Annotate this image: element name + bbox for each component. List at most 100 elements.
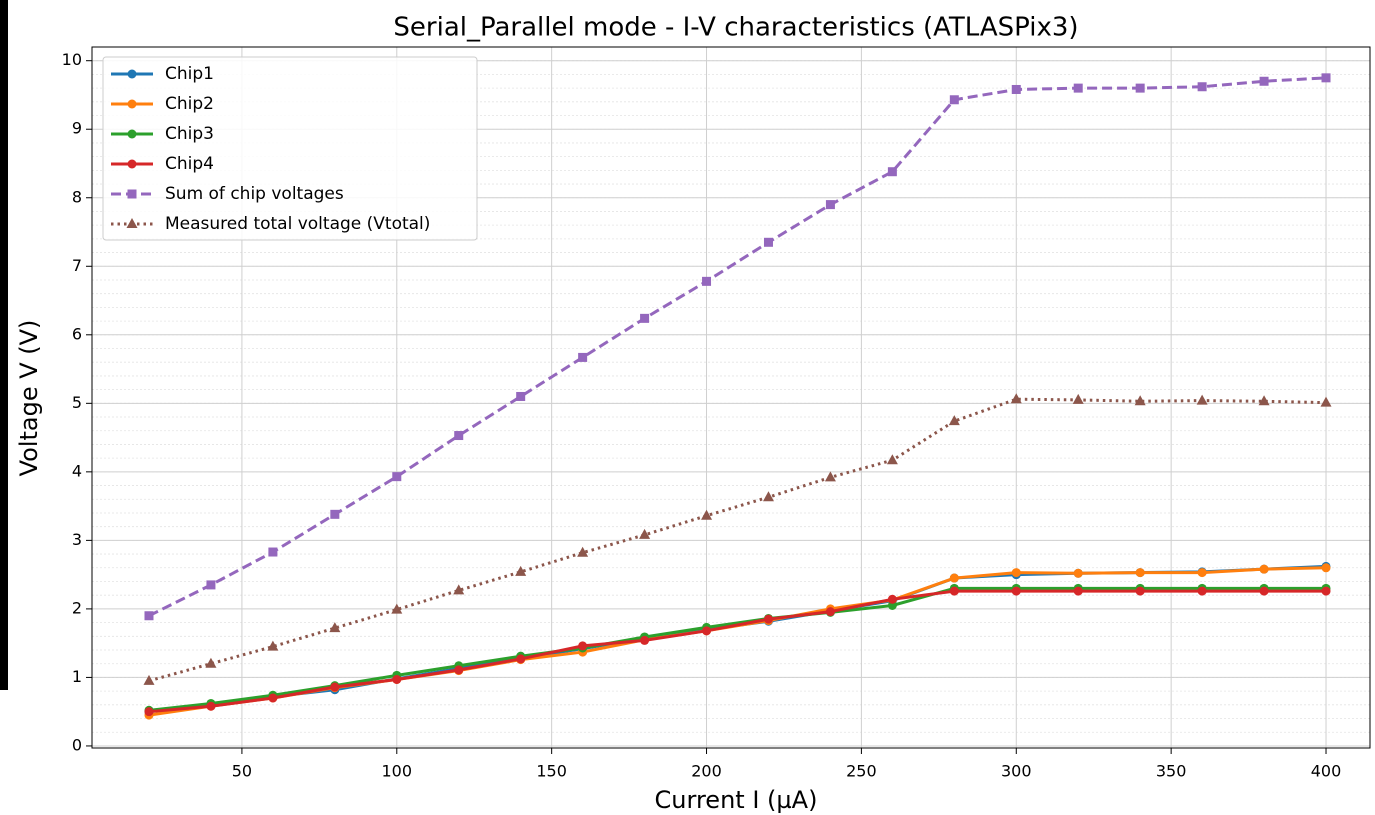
marker xyxy=(949,573,959,583)
x-tick-label: 100 xyxy=(382,762,413,781)
legend-label: Chip2 xyxy=(165,94,214,114)
marker xyxy=(1134,395,1146,406)
x-tick-label: 350 xyxy=(1156,762,1187,781)
marker xyxy=(825,607,835,617)
marker xyxy=(949,95,959,105)
series-line xyxy=(148,397,1327,683)
chart-title: Serial_Parallel mode - I-V characteristi… xyxy=(393,13,1078,43)
marker xyxy=(948,415,960,426)
y-tick-label: 6 xyxy=(72,324,82,343)
x-tick-label: 250 xyxy=(846,762,877,781)
marker xyxy=(329,622,341,633)
marker xyxy=(392,674,402,684)
marker xyxy=(640,313,650,323)
marker xyxy=(1072,393,1084,404)
marker xyxy=(1196,394,1208,405)
x-tick-label: 300 xyxy=(1001,762,1032,781)
marker xyxy=(268,547,278,557)
marker xyxy=(762,491,774,502)
marker xyxy=(1135,83,1145,93)
marker xyxy=(1073,586,1083,596)
marker xyxy=(1259,76,1269,86)
edge-bar xyxy=(0,0,8,690)
marker xyxy=(330,682,340,692)
legend-marker xyxy=(127,159,137,169)
y-tick-label: 3 xyxy=(72,530,82,549)
marker xyxy=(515,565,527,576)
series-line xyxy=(148,586,1327,712)
marker xyxy=(205,657,217,668)
marker xyxy=(639,528,651,539)
marker xyxy=(268,693,278,703)
marker xyxy=(886,454,898,465)
marker xyxy=(143,674,155,685)
marker xyxy=(825,200,835,210)
marker xyxy=(1073,568,1083,578)
legend-marker xyxy=(127,129,137,139)
marker xyxy=(577,546,589,557)
marker xyxy=(454,431,464,441)
y-tick-label: 9 xyxy=(72,119,82,138)
marker xyxy=(887,600,897,610)
marker xyxy=(702,626,712,636)
y-tick-label: 8 xyxy=(72,187,82,206)
x-tick-label: 400 xyxy=(1311,762,1342,781)
marker xyxy=(1197,586,1207,596)
marker xyxy=(516,391,526,401)
marker xyxy=(1259,564,1269,574)
marker xyxy=(206,580,216,590)
marker xyxy=(1259,586,1269,596)
y-tick-label: 0 xyxy=(72,735,82,754)
marker xyxy=(1011,586,1021,596)
marker xyxy=(1321,563,1331,573)
marker xyxy=(887,167,897,177)
y-tick-label: 10 xyxy=(62,50,82,69)
marker xyxy=(1135,586,1145,596)
marker xyxy=(1073,83,1083,93)
y-tick-label: 5 xyxy=(72,393,82,412)
plot-frame xyxy=(91,46,1371,749)
marker xyxy=(763,237,773,247)
legend-box xyxy=(102,56,478,241)
marker xyxy=(144,707,154,717)
marker xyxy=(578,641,588,651)
marker xyxy=(392,472,402,482)
marker xyxy=(640,635,650,645)
x-tick-label: 50 xyxy=(232,762,252,781)
x-axis-label: Current I (µA) xyxy=(655,786,818,814)
marker xyxy=(949,586,959,596)
marker xyxy=(391,603,403,614)
y-tick-label: 4 xyxy=(72,461,82,480)
marker xyxy=(516,654,526,664)
marker xyxy=(824,471,836,482)
legend-marker xyxy=(127,189,137,199)
marker xyxy=(1010,393,1022,404)
marker xyxy=(763,614,773,624)
x-tick-label: 200 xyxy=(691,762,722,781)
marker xyxy=(1197,568,1207,578)
marker xyxy=(1321,586,1331,596)
marker xyxy=(701,509,713,520)
legend-label: Chip4 xyxy=(165,154,214,174)
y-tick-label: 7 xyxy=(72,256,82,275)
marker xyxy=(1320,396,1332,407)
marker xyxy=(887,594,897,604)
marker xyxy=(144,611,154,621)
legend-label: Sum of chip voltages xyxy=(165,184,344,204)
marker xyxy=(1135,568,1145,578)
legend-marker xyxy=(126,218,138,228)
legend-label: Measured total voltage (Vtotal) xyxy=(165,214,430,234)
marker xyxy=(454,665,464,675)
marker xyxy=(702,276,712,286)
marker xyxy=(453,584,465,595)
marker xyxy=(1321,73,1331,83)
marker xyxy=(1258,395,1270,406)
y-tick-label: 2 xyxy=(72,598,82,617)
marker xyxy=(1011,568,1021,578)
marker xyxy=(267,640,279,651)
marker xyxy=(1011,84,1021,94)
y-tick-label: 1 xyxy=(72,667,82,686)
y-axis-label: Voltage V (V) xyxy=(15,320,43,477)
marker xyxy=(330,509,340,519)
legend-label: Chip1 xyxy=(165,64,214,84)
